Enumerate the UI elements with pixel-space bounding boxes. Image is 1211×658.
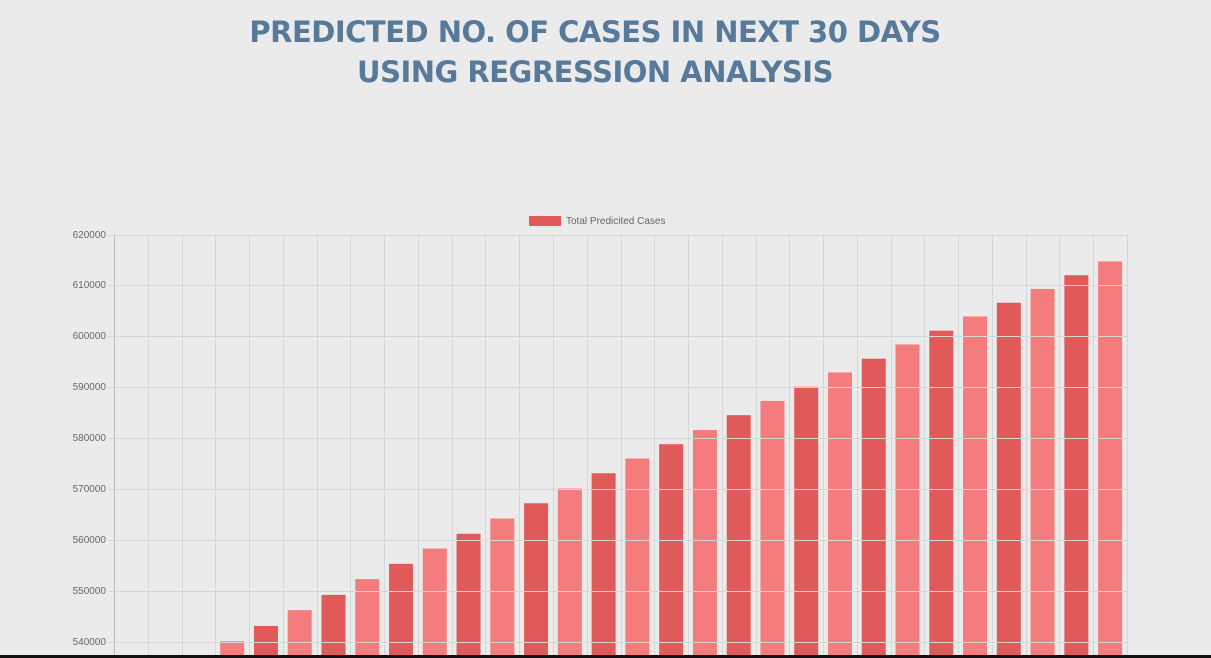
- bar: [625, 458, 650, 656]
- y-tick-label: 610000: [73, 280, 107, 291]
- bar: [929, 330, 954, 656]
- bar: [557, 488, 582, 656]
- bar: [827, 372, 852, 656]
- y-tick-label: 590000: [73, 382, 107, 393]
- bar: [1064, 275, 1089, 656]
- bar: [490, 518, 515, 656]
- bar: [794, 386, 819, 656]
- bar: [220, 641, 245, 656]
- bar: [422, 548, 447, 656]
- bar: [996, 302, 1021, 656]
- bar: [760, 400, 785, 656]
- bar: [726, 415, 751, 656]
- legend-label: Total Predicited Cases: [566, 216, 666, 227]
- bar: [895, 344, 920, 656]
- bar: [456, 533, 481, 656]
- y-tick-label: 560000: [73, 535, 107, 546]
- legend-swatch: [529, 216, 561, 226]
- bar: [253, 625, 278, 656]
- bar: [659, 444, 684, 656]
- bar: [321, 594, 346, 656]
- bar: [1098, 261, 1123, 656]
- plot-area: [220, 261, 1123, 656]
- bar: [355, 579, 380, 656]
- chart-title: USING REGRESSION ANALYSIS: [357, 55, 833, 89]
- bar: [287, 610, 312, 656]
- y-tick-label: 620000: [73, 230, 107, 241]
- bar: [963, 316, 988, 656]
- bar: [861, 358, 886, 656]
- y-tick-label: 600000: [73, 331, 107, 342]
- bar: [591, 473, 616, 656]
- bar: [389, 563, 414, 656]
- y-tick-label: 580000: [73, 433, 107, 444]
- y-tick-label: 540000: [73, 637, 107, 648]
- bar: [692, 429, 717, 656]
- y-tick-label: 550000: [73, 586, 107, 597]
- bar: [524, 503, 549, 656]
- chart-title: PREDICTED NO. OF CASES IN NEXT 30 DAYS: [249, 15, 940, 49]
- bar: [1030, 288, 1055, 656]
- y-tick-label: 570000: [73, 484, 107, 495]
